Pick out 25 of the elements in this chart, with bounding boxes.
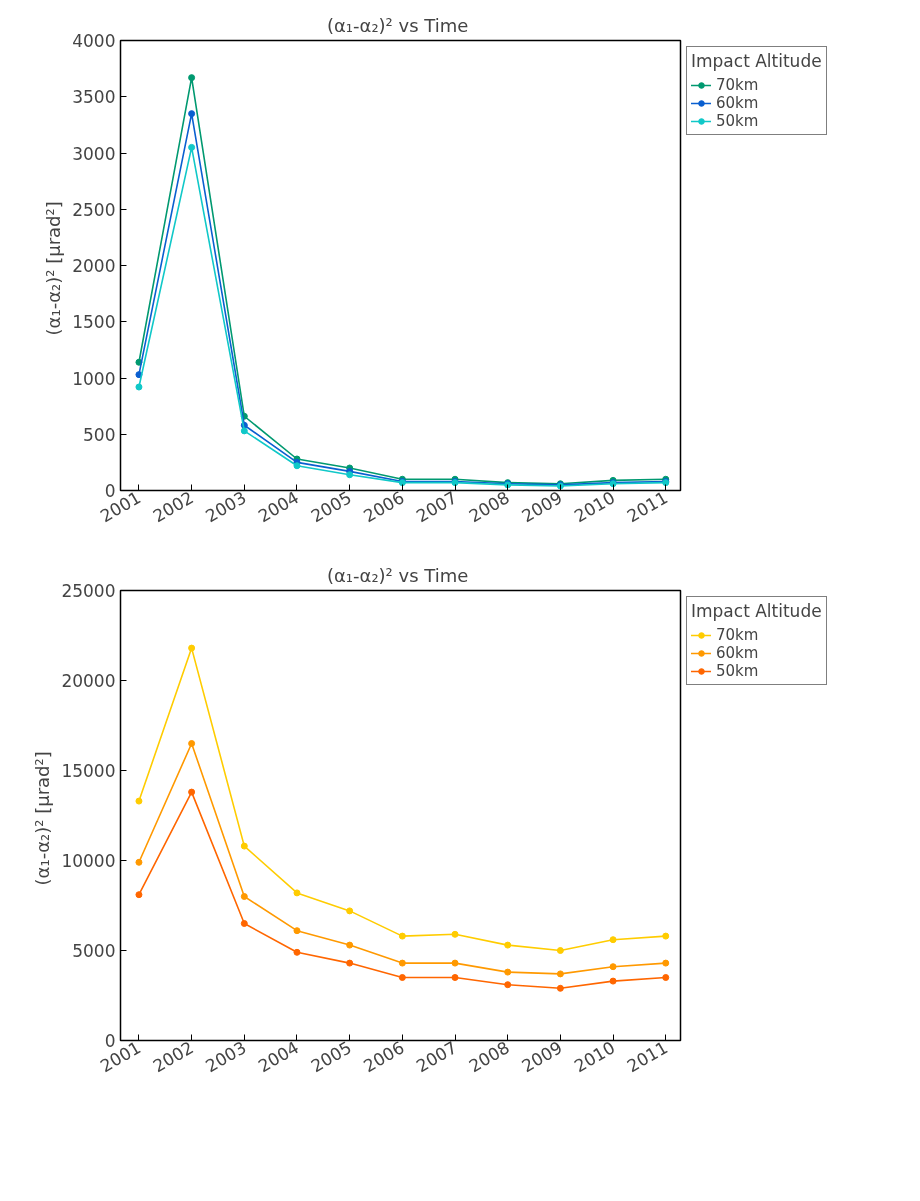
y-tick-label: 1000 bbox=[72, 368, 116, 389]
chart-title: (α₁-α₂)² vs Time bbox=[326, 14, 469, 36]
legend-label: 60km bbox=[716, 644, 759, 662]
y-tick-label: 1500 bbox=[72, 312, 116, 333]
y-tick-label: 10000 bbox=[61, 851, 116, 871]
y-tick-label: 5000 bbox=[72, 941, 116, 961]
y-tick-label: 25000 bbox=[61, 581, 116, 601]
y-tick-label: 4000 bbox=[72, 31, 116, 51]
y-tick-label: 2000 bbox=[72, 256, 116, 276]
y-tick-label: 20000 bbox=[61, 671, 116, 691]
y-tick-label: 15000 bbox=[61, 761, 116, 781]
chart-title: (α₁-α₂)² vs Time bbox=[326, 564, 469, 586]
legend-label: 50km bbox=[716, 112, 759, 130]
y-axis-title: (α₁-α₂)² [μrad²] bbox=[43, 201, 65, 336]
legend-label: 70km bbox=[716, 76, 759, 94]
y-tick-label: 3000 bbox=[72, 143, 116, 164]
y-tick-label: 2500 bbox=[72, 199, 116, 220]
y-axis-title: (α₁-α₂)² [μrad²] bbox=[32, 751, 54, 886]
legend-title: Impact Altitude bbox=[691, 601, 822, 621]
y-tick-label: 3500 bbox=[72, 87, 116, 108]
legend-label: 50km bbox=[716, 662, 759, 680]
legend-title: Impact Altitude bbox=[691, 51, 822, 71]
y-tick-label: 500 bbox=[83, 424, 116, 445]
legend-label: 70km bbox=[716, 626, 759, 644]
legend-label: 60km bbox=[716, 94, 759, 112]
